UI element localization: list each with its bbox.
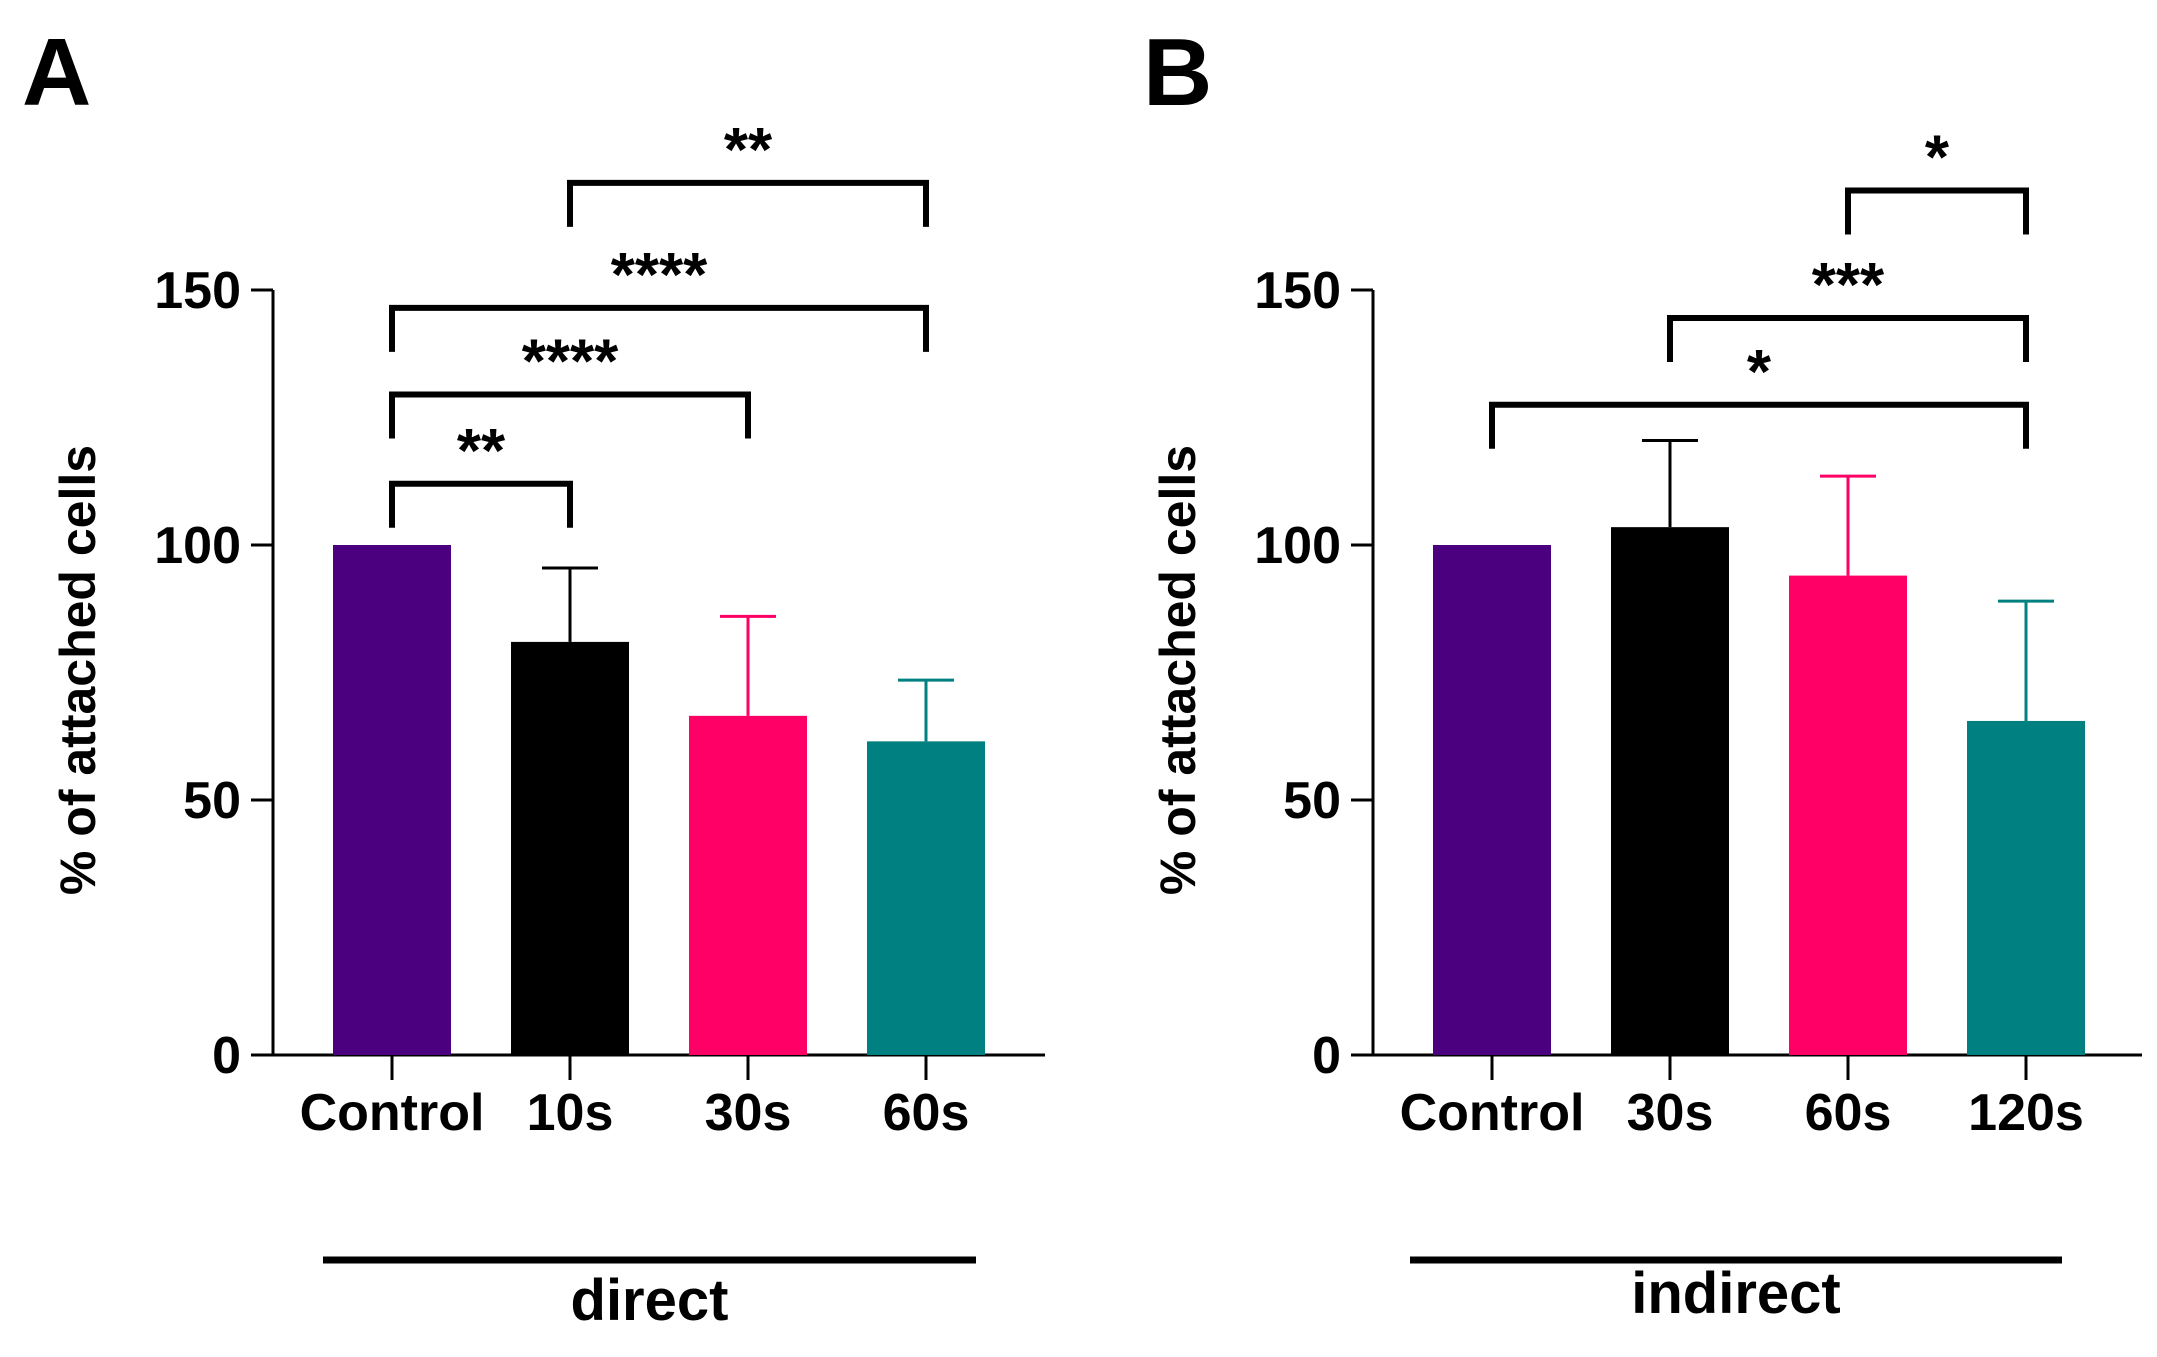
panel-a-bar-60s [867, 741, 985, 1055]
panel-b-category-label-120s: 120s [1968, 1084, 2084, 1142]
panel-a-sig-label-0: ** [457, 417, 506, 486]
panel-a-group-label: direct [571, 1268, 729, 1333]
panel-b-letter: B [1143, 19, 1212, 126]
panel-a-sig-bracket-2 [389, 304, 929, 352]
panel-a-sig-label-3: ** [724, 116, 773, 185]
panel-b-y-tick-label-150: 150 [1254, 262, 1341, 320]
panel-b-category-label-control: Control [1400, 1084, 1585, 1142]
panel-a-letter: A [22, 19, 91, 126]
panel-a-sig-label-1: **** [522, 328, 619, 397]
panel-a-sig-label-2: **** [611, 241, 708, 310]
panel-a-bar-30s [689, 715, 807, 1055]
panel-a-category-label-30s: 30s [705, 1084, 792, 1142]
panel-b-bar-60s [1789, 575, 1907, 1055]
panel-a-bar-control [333, 545, 451, 1055]
panel-b-y-tick-label-100: 100 [1254, 517, 1341, 575]
panel-a-sig-bracket-0 [389, 480, 573, 528]
panel-b-group-label: indirect [1631, 1261, 1841, 1326]
panel-b-sig-label-2: * [1925, 124, 1950, 193]
panel-a-y-tick-label-50: 50 [183, 772, 241, 830]
panel-b-bar-120s [1967, 720, 2085, 1055]
panel-b-y-axis-title: % of attached cells [1150, 445, 1206, 895]
panel-a-sig-bracket-1 [389, 391, 751, 439]
panel-b-sig-label-0: * [1747, 338, 1772, 407]
panel-b-sig-label-1: *** [1812, 251, 1885, 320]
panel-a-bar-10s [511, 641, 629, 1055]
panel-b-category-label-30s: 30s [1627, 1084, 1714, 1142]
panel-b-bar-control [1433, 545, 1551, 1055]
panel-b-category-label-60s: 60s [1805, 1084, 1892, 1142]
panel-b-y-tick-label-0: 0 [1312, 1027, 1341, 1085]
panel-b-sig-bracket-1 [1667, 315, 2029, 363]
panel-b-sig-bracket-0 [1489, 401, 2029, 449]
panel-a-category-label-10s: 10s [527, 1084, 614, 1142]
panel-b-sig-bracket-2 [1845, 187, 2029, 235]
panel-a-sig-bracket-3 [567, 179, 929, 227]
panel-a-y-tick-label-0: 0 [212, 1027, 241, 1085]
panel-a-category-label-60s: 60s [883, 1084, 970, 1142]
panel-a-y-axis-title: % of attached cells [50, 445, 106, 895]
panel-b-y-tick-label-50: 50 [1283, 772, 1341, 830]
panel-a-y-tick-label-100: 100 [154, 517, 241, 575]
panel-b-bar-30s [1611, 527, 1729, 1055]
panel-a-y-tick-label-150: 150 [154, 262, 241, 320]
panel-a-category-label-control: Control [300, 1084, 485, 1142]
